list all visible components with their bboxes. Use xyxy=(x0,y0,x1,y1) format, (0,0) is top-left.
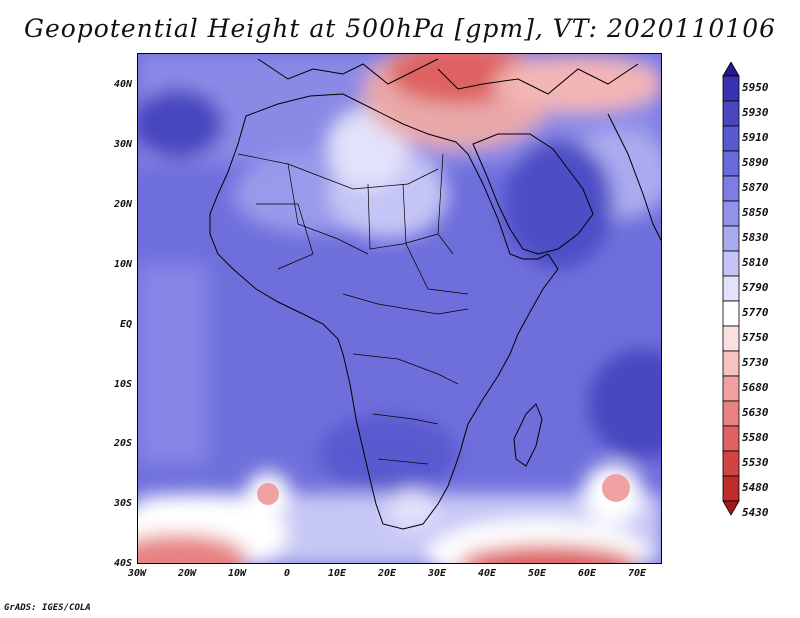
colorbar-swatch xyxy=(722,375,740,402)
colorbar-swatch xyxy=(722,450,740,477)
colorbar-label-5580: 5580 xyxy=(742,431,769,444)
geopotential-map xyxy=(137,53,662,564)
colorbar-swatch xyxy=(722,250,740,277)
x-label-60e: 60E xyxy=(577,568,597,579)
x-label-20e: 20E xyxy=(377,568,397,579)
grads-credit: GrADS: IGES/COLA xyxy=(4,603,91,613)
y-label-20n: 20N xyxy=(113,199,132,210)
colorbar-swatch xyxy=(722,400,740,427)
coastline-madagascar xyxy=(513,403,543,467)
x-label-10e: 10E xyxy=(327,568,347,579)
country-borders xyxy=(237,153,469,465)
map-plot xyxy=(138,54,661,563)
y-label-30n: 30N xyxy=(113,139,132,150)
colorbar-label-5910: 5910 xyxy=(742,131,769,144)
x-label-50e: 50E xyxy=(527,568,547,579)
x-label-0: 0 xyxy=(283,568,291,579)
colorbar-swatch xyxy=(722,325,740,352)
colorbar-swatch xyxy=(722,500,740,516)
colorbar-label-5870: 5870 xyxy=(742,181,769,194)
colorbar-label-5790: 5790 xyxy=(742,281,769,294)
coastline-arabia xyxy=(472,133,594,255)
colorbar-label-5630: 5630 xyxy=(742,406,769,419)
coastline-africa xyxy=(209,93,559,530)
colorbar-swatch xyxy=(722,300,740,327)
cutoff-low-west xyxy=(257,483,279,505)
colorbar-label-5530: 5530 xyxy=(742,456,769,469)
colorbar-label-5830: 5830 xyxy=(742,231,769,244)
colorbar-swatch xyxy=(722,225,740,252)
colorbar-label-5730: 5730 xyxy=(742,356,769,369)
colorbar-label-5750: 5750 xyxy=(742,331,769,344)
x-label-40e: 40E xyxy=(477,568,497,579)
colorbar-label-5890: 5890 xyxy=(742,156,769,169)
colorbar-label-5480: 5480 xyxy=(742,481,769,494)
x-label-20w: 20W xyxy=(177,568,197,579)
colorbar-swatch xyxy=(722,350,740,377)
coastline-india xyxy=(607,113,661,242)
colorbar-label-5810: 5810 xyxy=(742,256,769,269)
colorbar-swatch xyxy=(722,175,740,202)
colorbar-swatch xyxy=(722,425,740,452)
colorbar-label-5930: 5930 xyxy=(742,106,769,119)
colorbar-swatches xyxy=(722,62,740,516)
x-label-30e: 30E xyxy=(427,568,447,579)
colorbar-swatch xyxy=(722,125,740,152)
colorbar-label-5770: 5770 xyxy=(742,306,769,319)
y-label-10s: 10S xyxy=(113,379,132,390)
colorbar-label-5430: 5430 xyxy=(742,506,769,519)
colorbar-swatch xyxy=(722,100,740,127)
y-label-30s: 30S xyxy=(113,498,132,509)
y-label-eq: EQ xyxy=(119,319,132,330)
colorbar-label-5680: 5680 xyxy=(742,381,769,394)
y-label-10n: 10N xyxy=(113,259,132,270)
y-label-20s: 20S xyxy=(113,438,132,449)
x-label-10w: 10W xyxy=(227,568,247,579)
y-label-40s: 40S xyxy=(113,558,132,569)
colorbar-swatch xyxy=(722,475,740,502)
coastline-europe xyxy=(257,58,639,95)
colorbar-label-5850: 5850 xyxy=(742,206,769,219)
colorbar-swatch xyxy=(722,200,740,227)
colorbar-swatch xyxy=(722,62,740,77)
map-title: Geopotential Height at 500hPa [gpm], VT:… xyxy=(23,14,777,43)
cutoff-low-east xyxy=(602,474,630,502)
colorbar-swatch xyxy=(722,150,740,177)
colorbar xyxy=(722,62,740,516)
y-label-40n: 40N xyxy=(113,79,132,90)
colorbar-swatch xyxy=(722,75,740,102)
colorbar-swatch xyxy=(722,275,740,302)
colorbar-label-5950: 5950 xyxy=(742,81,769,94)
x-label-30w: 30W xyxy=(127,568,147,579)
x-label-70e: 70E xyxy=(627,568,647,579)
